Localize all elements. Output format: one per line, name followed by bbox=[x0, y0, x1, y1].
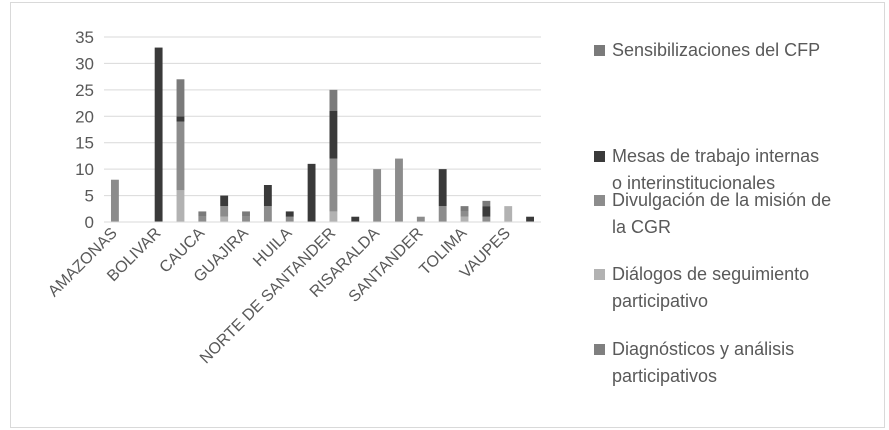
bars bbox=[110, 47, 535, 223]
bar-segment bbox=[263, 206, 272, 222]
legend-swatch bbox=[594, 269, 605, 280]
bar-segment bbox=[460, 216, 469, 222]
bar-segment bbox=[110, 179, 119, 222]
bar-segment bbox=[329, 158, 338, 212]
legend-label: Diagnósticos y análisis participativos bbox=[612, 339, 794, 386]
bar-segment bbox=[176, 79, 185, 117]
x-tick-label: AMAZONAS bbox=[45, 225, 121, 301]
legend-swatch bbox=[594, 195, 605, 206]
bar-segment bbox=[263, 185, 272, 207]
gridlines bbox=[104, 36, 541, 197]
bar-segment bbox=[242, 216, 250, 222]
bar-segment bbox=[242, 211, 250, 217]
y-tick-label: 35 bbox=[75, 28, 94, 47]
bar-segment bbox=[460, 211, 469, 217]
bar-segment bbox=[504, 206, 513, 222]
y-tick-label: 20 bbox=[75, 107, 94, 126]
bar-segment bbox=[526, 216, 535, 222]
y-tick-label: 0 bbox=[85, 213, 94, 232]
bar-segment bbox=[198, 216, 207, 222]
y-tick-label: 15 bbox=[75, 134, 94, 153]
legend-label: Mesas de trabajo internas o interinstituc… bbox=[612, 146, 819, 193]
legend-swatch bbox=[594, 45, 605, 56]
bar-segment bbox=[373, 169, 382, 222]
legend-label: Divulgación de la misión de la CGR bbox=[612, 190, 831, 237]
y-axis-tick-labels: 0 5 10 15 20 25 30 35 bbox=[75, 28, 94, 232]
bar-segment bbox=[220, 206, 229, 217]
legend-label: Sensibilizaciones del CFP bbox=[612, 40, 820, 60]
y-tick-label: 10 bbox=[75, 160, 94, 179]
bar-segment bbox=[285, 216, 294, 222]
bar-segment bbox=[351, 216, 360, 222]
y-tick-label: 5 bbox=[85, 187, 94, 206]
bar-segment bbox=[307, 163, 316, 222]
bar-segment bbox=[329, 89, 338, 111]
bar-segment bbox=[176, 116, 185, 122]
legend: Sensibilizaciones del CFP Mesas de trabaj… bbox=[594, 40, 831, 386]
bar-segment bbox=[460, 206, 469, 212]
y-tick-label: 25 bbox=[75, 81, 94, 100]
bar-segment bbox=[482, 206, 491, 217]
legend-swatch bbox=[594, 151, 605, 162]
bar-segment bbox=[220, 216, 229, 222]
bar-segment bbox=[176, 190, 185, 222]
bar-segment bbox=[438, 169, 447, 207]
legend-label: Diálogos de seguimiento participativo bbox=[612, 264, 809, 311]
bar-segment bbox=[220, 195, 229, 207]
bar-segment bbox=[416, 216, 425, 222]
bar-segment bbox=[176, 121, 185, 191]
bar-segment bbox=[198, 211, 207, 217]
bar-segment bbox=[482, 200, 491, 207]
y-tick-label: 30 bbox=[75, 54, 94, 73]
bar-segment bbox=[438, 206, 447, 222]
bar-segment bbox=[329, 211, 338, 222]
bar-segment bbox=[395, 158, 403, 222]
bar-segment bbox=[154, 47, 163, 223]
bar-segment bbox=[285, 211, 294, 217]
legend-swatch bbox=[594, 344, 605, 355]
bar-segment bbox=[482, 216, 491, 222]
bar-segment bbox=[329, 111, 338, 159]
